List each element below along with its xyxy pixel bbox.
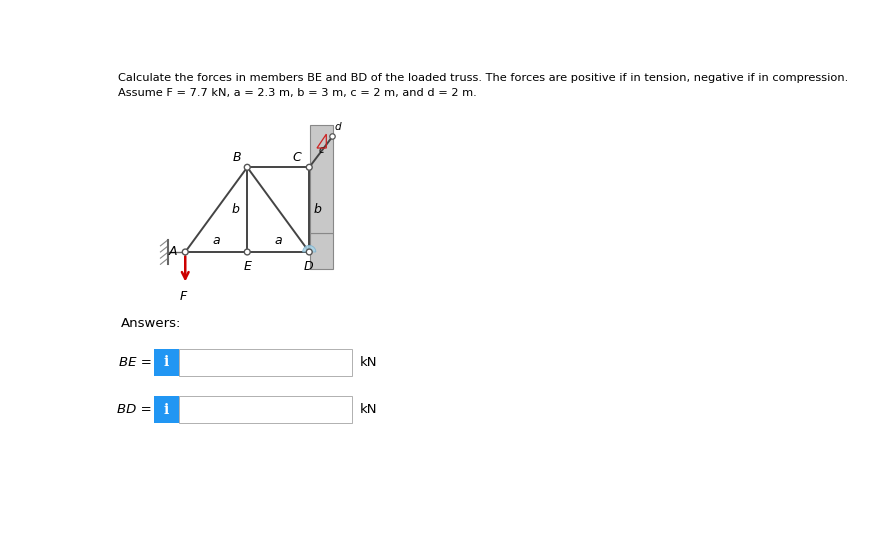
Text: b: b: [314, 203, 321, 216]
Bar: [179, 397, 352, 423]
Text: B: B: [232, 151, 241, 164]
Circle shape: [330, 134, 335, 139]
Bar: [154, 348, 179, 376]
Polygon shape: [310, 125, 332, 232]
Text: D: D: [304, 260, 313, 273]
Text: kN: kN: [360, 403, 377, 416]
Circle shape: [306, 164, 313, 170]
Bar: [154, 397, 179, 423]
Polygon shape: [310, 232, 332, 269]
Circle shape: [245, 164, 250, 170]
Circle shape: [245, 249, 250, 255]
Polygon shape: [303, 246, 316, 252]
Text: C: C: [293, 151, 302, 164]
Text: BD =: BD =: [117, 403, 152, 416]
Text: Calculate the forces in members BE and BD of the loaded truss. The forces are po: Calculate the forces in members BE and B…: [118, 73, 848, 83]
Text: F: F: [179, 290, 187, 304]
Text: a: a: [274, 234, 282, 247]
Text: a: a: [213, 234, 220, 247]
Text: kN: kN: [360, 356, 377, 369]
Text: c: c: [319, 145, 324, 155]
Text: BE =: BE =: [119, 356, 152, 369]
Bar: [179, 348, 352, 376]
Text: i: i: [164, 403, 170, 417]
Text: d: d: [335, 122, 341, 132]
Text: Assume F = 7.7 kN, a = 2.3 m, b = 3 m, c = 2 m, and d = 2 m.: Assume F = 7.7 kN, a = 2.3 m, b = 3 m, c…: [118, 88, 477, 98]
Circle shape: [182, 249, 188, 255]
Text: A: A: [169, 245, 178, 258]
Circle shape: [306, 249, 313, 255]
Text: Answers:: Answers:: [121, 317, 181, 330]
Text: E: E: [243, 260, 251, 273]
Text: i: i: [164, 355, 170, 369]
Text: b: b: [231, 203, 239, 216]
